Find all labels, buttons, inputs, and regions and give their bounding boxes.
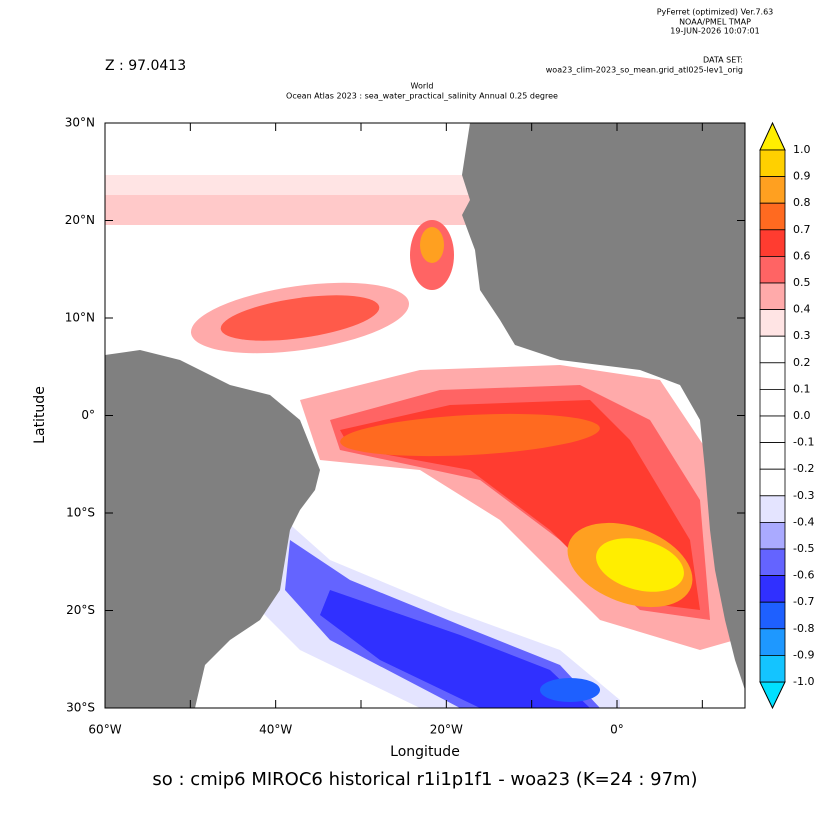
colorbar-label: -0.1 [793,436,814,449]
colorbar-label: 0.8 [793,196,811,209]
colorbar-box [759,495,786,523]
x-axis-label: Longitude [390,744,460,760]
y-tick-label: 10°N [65,311,95,325]
colorbar-box [759,575,786,603]
colorbar-box [759,229,786,257]
colorbar-label: -1.0 [793,675,814,688]
x-tick-label: 40°W [259,723,292,737]
colorbar-box [759,601,786,630]
timestamp: 19-JUN-2026 10:07:01 [670,27,759,36]
z-label: Z : 97.0413 [105,58,186,74]
org: NOAA/PMEL TMAP [679,18,751,27]
colorbar-box [759,388,786,417]
colorbar-box [759,628,786,656]
colorbar-label: 0.0 [793,409,811,422]
colorbar-label: -0.4 [793,515,814,528]
colorbar-box [759,255,786,284]
x-tick-label: 0° [610,723,624,737]
colorbar-label: -0.2 [793,462,814,475]
title: World [411,82,434,91]
y-tick-label: 20°S [66,603,95,617]
colorbar-label: -0.8 [793,622,814,635]
y-tick-label: 10°S [66,506,95,520]
colorbar-label: -0.5 [793,542,814,555]
colorbar-box [759,362,786,390]
colorbar-label: 0.3 [793,329,811,342]
colorbar-label: 0.2 [793,356,811,369]
colorbar-label: 0.5 [793,276,811,289]
colorbar-label: 1.0 [793,143,811,156]
dataset: woa23_clim-2023_so_mean.grid_atl025-lev1… [546,66,743,75]
y-axis-label: Latitude [32,386,48,444]
colorbar-label: 0.7 [793,223,811,236]
colorbar-box [759,202,786,231]
colorbar-label: -0.9 [793,648,814,661]
colorbar-under [759,681,786,710]
map-field [105,123,745,708]
x-tick-label: 60°W [88,723,121,737]
colorbar-box [759,335,786,364]
colorbar-label: 0.9 [793,170,811,183]
footer: so : cmip6 MIROC6 historical r1i1p1f1 - … [152,769,697,790]
colorbar-box [759,282,786,311]
colorbar-box [759,442,786,470]
subtitle: Ocean Atlas 2023 : sea_water_practical_s… [286,92,558,101]
dataset-label: DATA SET: [703,56,743,65]
colorbar-label: -0.7 [793,595,814,608]
colorbar-label: -0.3 [793,489,814,502]
colorbar-box [759,176,786,204]
y-tick-label: 0° [81,408,95,422]
colorbar-label: 0.6 [793,249,811,262]
y-tick-label: 20°N [65,213,95,227]
colorbar-box [759,548,786,577]
colorbar-box [759,309,786,337]
x-tick-label: 20°W [430,723,463,737]
colorbar-box [759,415,786,444]
colorbar-label: 0.4 [793,303,811,316]
colorbar-label: 0.1 [793,382,811,395]
colorbar-box [759,468,786,497]
software: PyFerret (optimized) Ver.7.63 [657,8,774,17]
colorbar-box [759,522,786,550]
colorbar-label: -0.6 [793,569,814,582]
y-tick-label: 30°S [66,701,95,715]
colorbar-over [759,121,786,151]
y-tick-label: 30°N [65,116,95,130]
colorbar-box [759,149,786,178]
colorbar-box [759,655,786,683]
